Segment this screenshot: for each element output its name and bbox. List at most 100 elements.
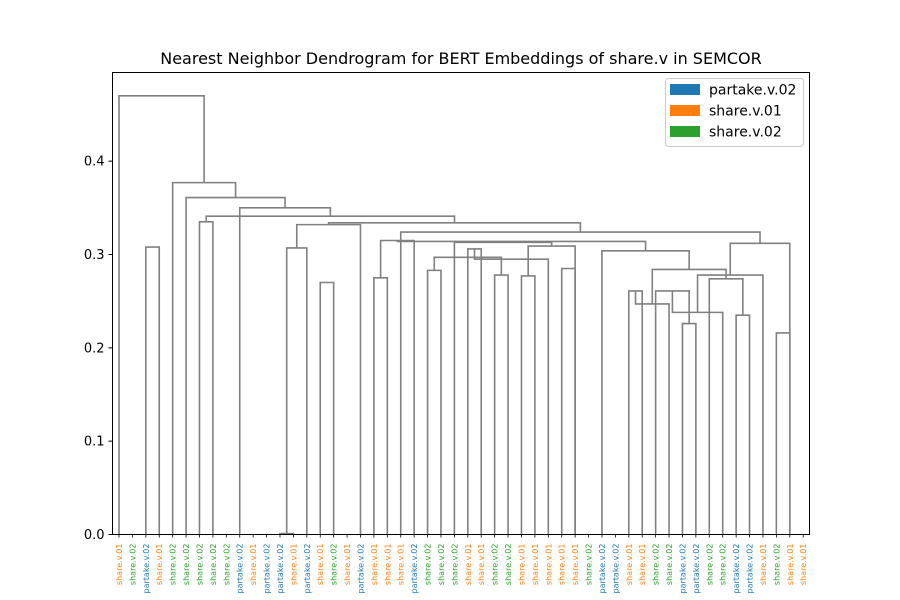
dendrogram-link <box>671 290 724 535</box>
leaf-label: share.v.01 <box>759 544 768 586</box>
leaf-label: share.v.02 <box>195 544 204 586</box>
leaf-label: share.v.01 <box>477 544 486 586</box>
leaf-label: share.v.01 <box>383 544 392 586</box>
leaf-label: share.v.02 <box>719 544 728 586</box>
leaf-label: share.v.02 <box>182 544 191 586</box>
dendrogram-link <box>560 267 576 535</box>
chart-title: Nearest Neighbor Dendrogram for BERT Emb… <box>160 49 762 68</box>
leaf-label: partake.v.02 <box>692 544 701 594</box>
dendrogram-link <box>654 290 690 535</box>
leaf-label: share.v.01 <box>786 544 795 586</box>
leaf-label: share.v.01 <box>155 544 164 586</box>
leaf-label: partake.v.02 <box>276 544 285 594</box>
legend-swatch <box>670 105 700 116</box>
dendrogram-link <box>493 274 509 535</box>
dendrogram-link <box>198 221 214 535</box>
dendrogram-link <box>627 290 644 535</box>
leaf-label: share.v.01 <box>531 544 540 586</box>
y-tick-label: 0.3 <box>84 248 105 263</box>
y-tick-label: 0.0 <box>84 528 105 543</box>
y-tick-label: 0.4 <box>84 155 105 170</box>
leaf-label: share.v.02 <box>437 544 446 586</box>
dendrogram-link <box>634 290 670 535</box>
leaf-label: share.v.02 <box>772 544 781 586</box>
dendrogram-link <box>145 246 161 535</box>
leaf-label: share.v.02 <box>652 544 661 586</box>
dendrogram-link <box>426 269 442 535</box>
dendrogram-link <box>453 241 553 535</box>
legend: partake.v.02 share.v.01 share.v.02 <box>665 78 804 147</box>
legend-label: share.v.02 <box>709 125 782 141</box>
leaf-label: partake.v.02 <box>142 544 151 594</box>
leaf-label: share.v.01 <box>571 544 580 586</box>
y-axis: 0.0 0.1 0.2 0.3 0.4 <box>84 155 113 543</box>
dendrogram-link <box>118 95 205 535</box>
dendrogram-link <box>473 248 550 535</box>
dendrogram-links <box>118 95 791 535</box>
dendrogram-link <box>238 207 332 535</box>
legend-swatch <box>670 126 700 137</box>
leaf-label: share.v.01 <box>517 544 526 586</box>
leaf-label: share.v.01 <box>464 544 473 586</box>
dendrogram-link <box>681 322 697 535</box>
leaf-label: share.v.02 <box>665 544 674 586</box>
leaf-label: share.v.01 <box>370 544 379 586</box>
leaf-label: share.v.01 <box>397 544 406 586</box>
dendrogram-link <box>396 240 647 251</box>
leaf-label: share.v.01 <box>343 544 352 586</box>
leaf-label: partake.v.02 <box>410 544 419 594</box>
leaf-label: share.v.02 <box>330 544 339 586</box>
leaf-label: share.v.02 <box>424 544 433 586</box>
dendrogram-link <box>171 181 237 535</box>
leaf-label: share.v.02 <box>169 544 178 586</box>
leaf-label: share.v.01 <box>638 544 647 586</box>
dendrogram-link <box>735 314 751 535</box>
leaf-label: share.v.01 <box>544 544 553 586</box>
dendrogram-link <box>373 277 389 535</box>
leaf-label: share.v.02 <box>128 544 137 586</box>
leaf-label: share.v.01 <box>249 544 258 586</box>
leaf-label: partake.v.02 <box>236 544 245 594</box>
dendrogram-link <box>520 275 536 535</box>
leaf-label: share.v.02 <box>491 544 500 586</box>
leaf-label: share.v.01 <box>558 544 567 586</box>
y-tick-label: 0.2 <box>84 341 105 356</box>
dendrogram-link <box>775 332 791 535</box>
leaf-label: share.v.02 <box>504 544 513 586</box>
leaf-label: partake.v.02 <box>263 544 272 594</box>
dendrogram-link <box>327 221 582 233</box>
leaf-label: share.v.02 <box>222 544 231 586</box>
leaf-label: partake.v.02 <box>356 544 365 594</box>
dendrogram-link <box>285 247 308 535</box>
dendrogram-link <box>205 215 456 223</box>
y-tick-label: 0.1 <box>84 435 105 450</box>
leaf-label: partake.v.02 <box>611 544 620 594</box>
leaf-label: share.v.02 <box>585 544 594 586</box>
leaf-label: share.v.02 <box>705 544 714 586</box>
dendrogram-link <box>467 248 483 535</box>
dendrogram-link <box>601 249 690 535</box>
x-axis-leaf-labels: share.v.01 share.v.02 partake.v.02 share.v.… <box>115 534 808 594</box>
leaf-label: partake.v.02 <box>303 544 312 594</box>
leaf-label: partake.v.02 <box>598 544 607 594</box>
legend-swatch <box>670 84 700 95</box>
leaf-label: share.v.02 <box>450 544 459 586</box>
dendrogram-link <box>379 239 415 535</box>
leaf-label: share.v.01 <box>115 544 124 586</box>
dendrogram-link <box>185 196 286 535</box>
leaf-label: share.v.01 <box>625 544 634 586</box>
leaf-label: partake.v.02 <box>746 544 755 594</box>
dendrogram-link <box>708 277 744 535</box>
dendrogram-link <box>319 281 335 535</box>
leaf-label: share.v.01 <box>289 544 298 586</box>
leaf-label: share.v.02 <box>209 544 218 586</box>
leaf-label: share.v.01 <box>316 544 325 586</box>
dendrogram-link <box>729 242 791 535</box>
dendrogram-link <box>433 256 503 276</box>
legend-label: partake.v.02 <box>709 83 796 99</box>
leaf-label: partake.v.02 <box>732 544 741 594</box>
leaf-label: share.v.01 <box>799 544 808 586</box>
plot-frame <box>112 72 810 535</box>
